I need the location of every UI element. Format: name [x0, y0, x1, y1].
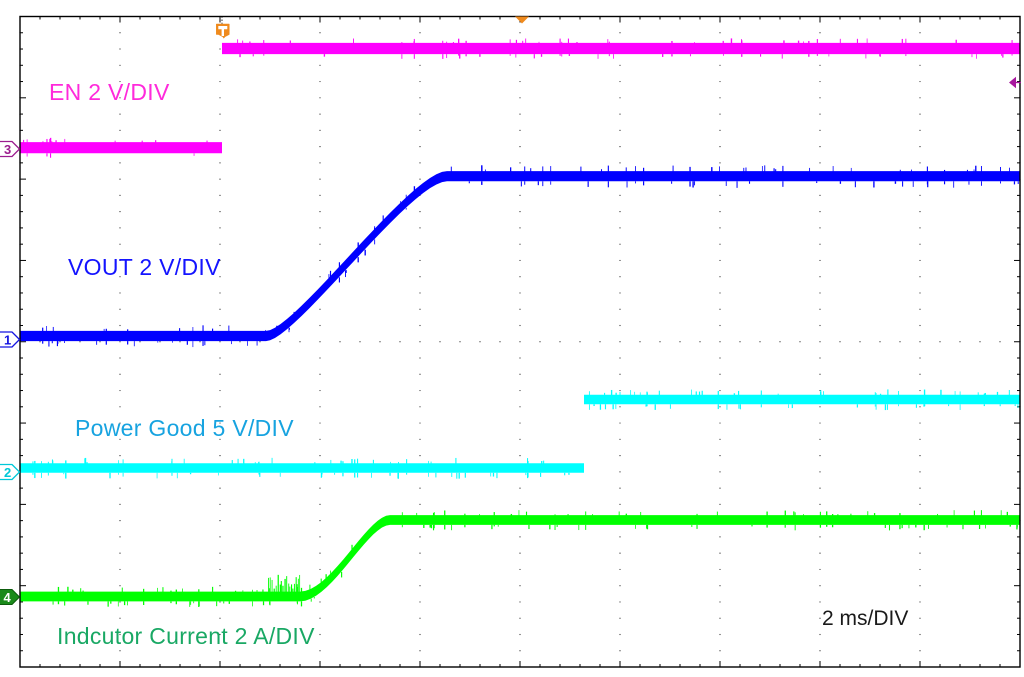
svg-text:3: 3	[4, 142, 11, 157]
svg-text:VOUT 2 V/DIV: VOUT 2 V/DIV	[68, 254, 221, 280]
svg-text:EN 2 V/DIV: EN 2 V/DIV	[49, 79, 170, 105]
svg-text:2: 2	[4, 465, 11, 480]
svg-text:Power Good 5 V/DIV: Power Good 5 V/DIV	[75, 415, 294, 441]
svg-text:Indcutor Current 2 A/DIV: Indcutor Current 2 A/DIV	[57, 623, 315, 649]
svg-text:4: 4	[4, 590, 12, 605]
svg-text:1: 1	[4, 333, 11, 348]
svg-text:2 ms/DIV: 2 ms/DIV	[822, 607, 908, 630]
